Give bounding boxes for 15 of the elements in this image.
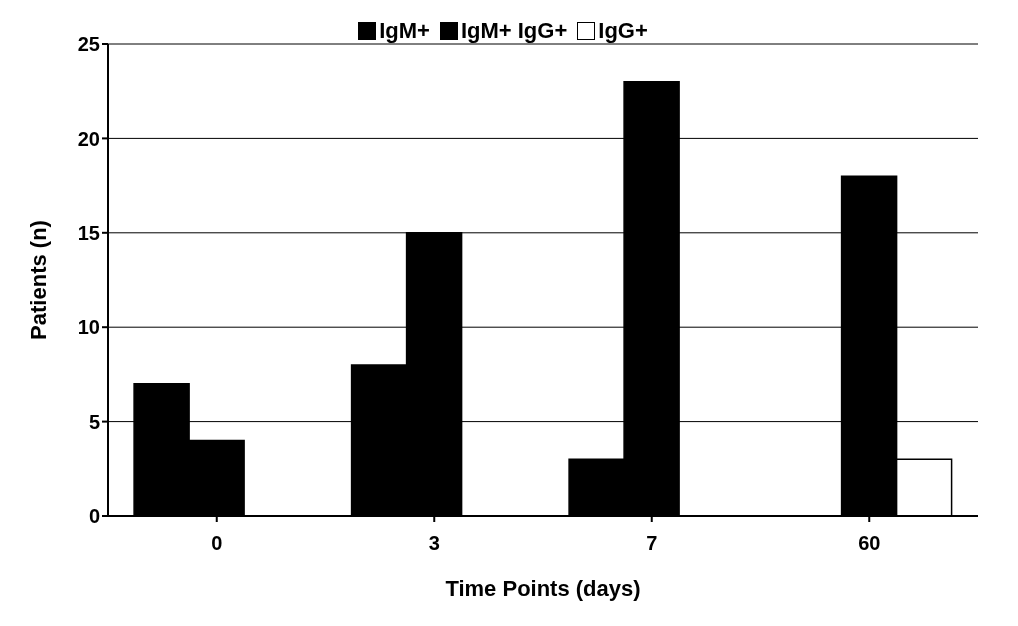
x-tick-label: 60	[858, 532, 881, 555]
legend-label: IgG+	[598, 18, 648, 44]
y-tick-label: 20	[77, 127, 100, 150]
y-tick-label: 10	[77, 316, 100, 339]
x-tick-label: 0	[211, 532, 223, 555]
y-axis-title: Patients (n)	[25, 220, 51, 340]
y-tick-label: 25	[77, 33, 100, 56]
x-axis-title: Time Points (days)	[445, 576, 641, 601]
legend-label: IgM+ IgG+	[460, 18, 568, 44]
x-tick-label: 3	[428, 532, 440, 555]
y-tick-label: 15	[77, 221, 100, 244]
x-tick-label: 7	[646, 532, 658, 555]
y-tick-label: 5	[88, 410, 100, 433]
legend-label: IgM+	[379, 18, 430, 44]
y-tick-label: 0	[88, 505, 100, 528]
